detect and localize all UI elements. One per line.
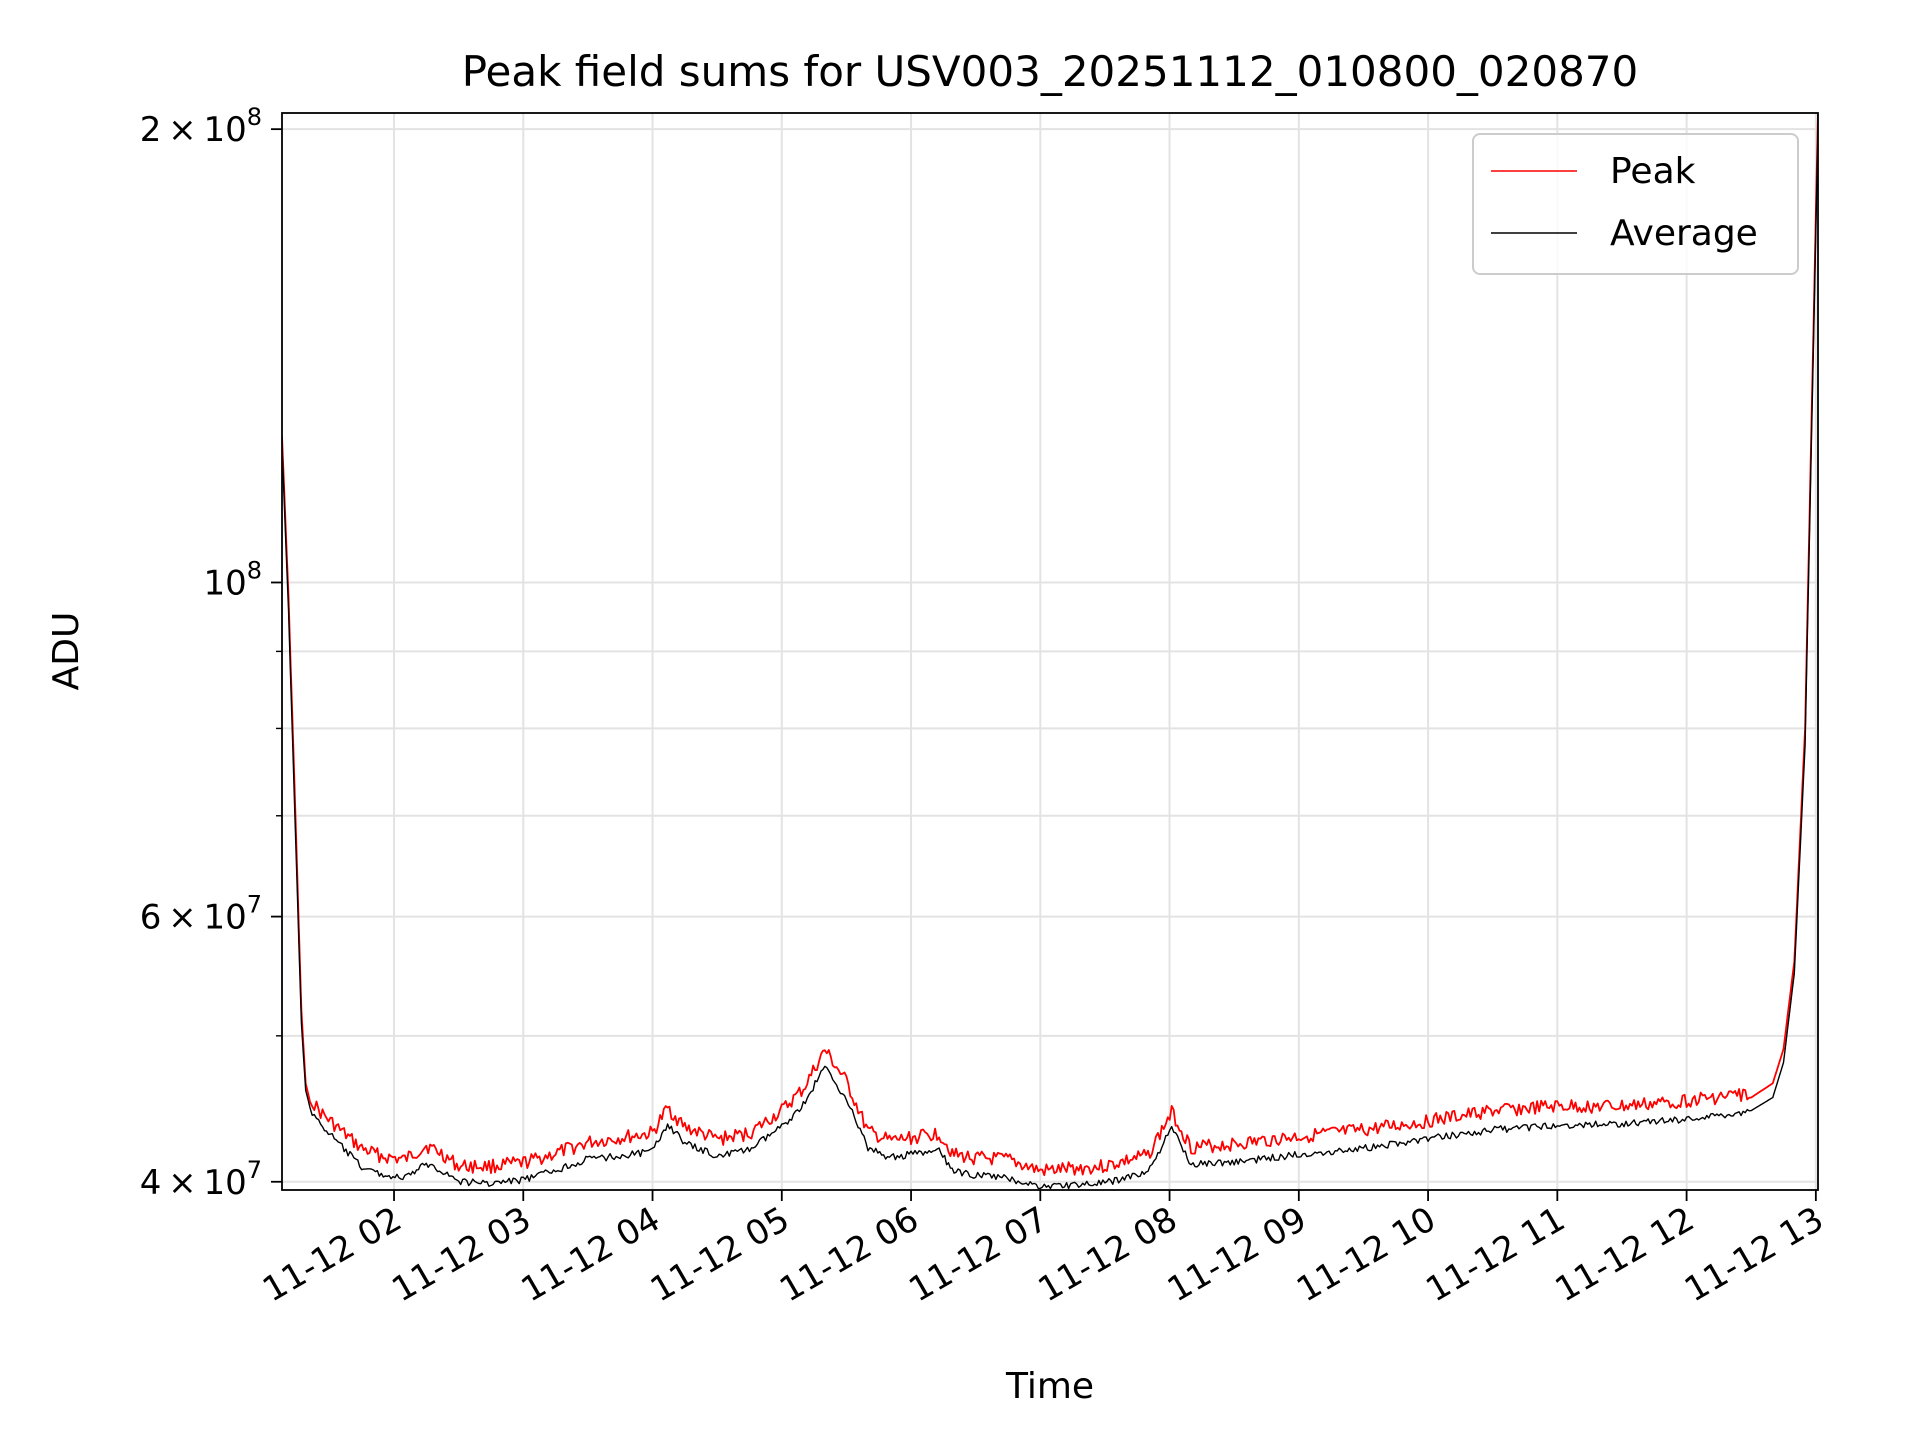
- x-axis-label: Time: [1005, 1366, 1094, 1407]
- legend: Peak Average: [1472, 133, 1799, 275]
- legend-box: [1472, 133, 1799, 275]
- series-layer: [282, 113, 1818, 1190]
- series-line-average: [282, 129, 1818, 1190]
- y-axis: 4 × 107 6 × 107 108 2 × 108: [140, 103, 282, 1203]
- y-tick-label: 2 × 108: [140, 103, 262, 150]
- y-tick-label: 108: [203, 556, 262, 603]
- legend-label-average: Average: [1610, 213, 1758, 254]
- legend-label-peak: Peak: [1610, 151, 1696, 192]
- grid: [282, 113, 1818, 1190]
- series-line-peak: [282, 113, 1818, 1177]
- y-axis-label: ADU: [46, 612, 87, 691]
- chart-title: Peak field sums for USV003_20251112_0108…: [462, 47, 1639, 96]
- y-tick-label: 4 × 107: [140, 1156, 262, 1203]
- y-tick-label: 6 × 107: [140, 891, 262, 938]
